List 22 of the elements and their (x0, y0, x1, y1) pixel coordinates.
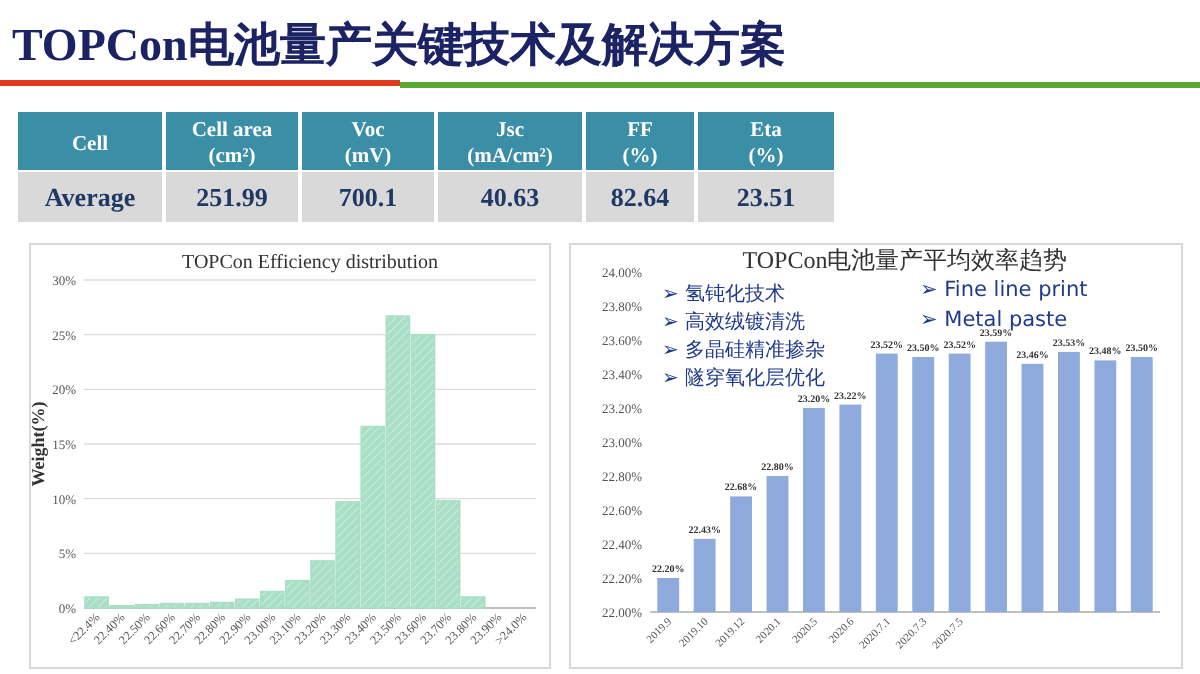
series-label: Average (44, 182, 136, 212)
data-label: 251.99 (196, 182, 269, 212)
category-label: Jsc (mA/cm²) (467, 120, 554, 168)
annotation: ➢ Metal paste (920, 308, 1068, 332)
annotation: ➢ 高效绒镀清洗 (662, 310, 806, 334)
annotation: ➢ 隧穿氧化层优化 (662, 366, 826, 390)
data-label: 82.64 (610, 182, 671, 212)
chart-title: TOPCon Efficiency distribution (182, 252, 438, 274)
category-label: Eta (%) (748, 120, 785, 168)
category-label: FF (%) (622, 120, 659, 168)
data-label: 23.51 (736, 182, 796, 212)
y-axis-title: Weight(%) (28, 401, 48, 487)
category-label: Voc (mV) (344, 120, 393, 168)
category-label: Cell area (cm²) (191, 120, 274, 168)
annotation: ➢ 氢钝化技术 (662, 282, 786, 306)
data-label: 40.63 (480, 182, 541, 212)
text: Cell (71, 134, 109, 156)
chart-title: TOPCon电池量产平均效率趋势 (742, 246, 1068, 274)
annotation: ➢ 多晶硅精准掺杂 (662, 338, 826, 362)
annotation: ➢ Fine line print (920, 278, 1088, 302)
text: TOPCon电池量产关键技术及解决方案 (12, 18, 786, 70)
data-label: 700.1 (338, 182, 398, 212)
